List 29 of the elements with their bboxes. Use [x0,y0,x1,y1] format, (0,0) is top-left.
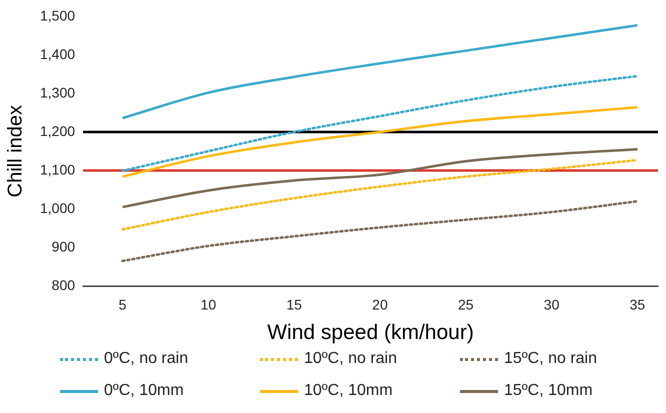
x-tick-label: 35 [630,296,646,312]
legend-label: 15ºC, no rain [504,350,598,368]
x-tick-label: 20 [372,296,388,312]
y-axis-title: Chill index [4,105,27,198]
x-tick-label: 30 [544,296,560,312]
y-tick-label: 900 [52,238,76,254]
line-series [121,200,639,262]
legend-label: 0ºC, no rain [104,350,188,368]
y-tick-label: 1,200 [40,122,76,139]
x-tick-label: 10 [200,296,216,312]
y-tick-label: 1,000 [40,200,76,216]
y-tick-label: 1,400 [40,46,76,62]
y-tick-label: 1,300 [40,84,76,100]
y-tick-label: 800 [52,276,76,293]
line-series [121,74,639,172]
legend-label: 10ºC, 10mm [304,382,393,400]
x-axis-title: Wind speed (km/hour) [267,321,474,344]
legend-label: 15ºC, 10mm [504,382,593,400]
x-tick-label: 25 [458,296,474,312]
line-series [121,158,639,231]
x-tick-label: 5 [118,296,127,312]
line-series [121,24,639,120]
line-series [121,106,639,178]
legend-label: 10ºC, no rain [304,350,398,368]
x-tick-label: 15 [286,296,302,312]
line-series [121,148,639,208]
y-tick-label: 1,100 [40,161,76,178]
y-tick-label: 1,500 [40,7,76,24]
legend-label: 0ºC, 10mm [104,382,184,400]
